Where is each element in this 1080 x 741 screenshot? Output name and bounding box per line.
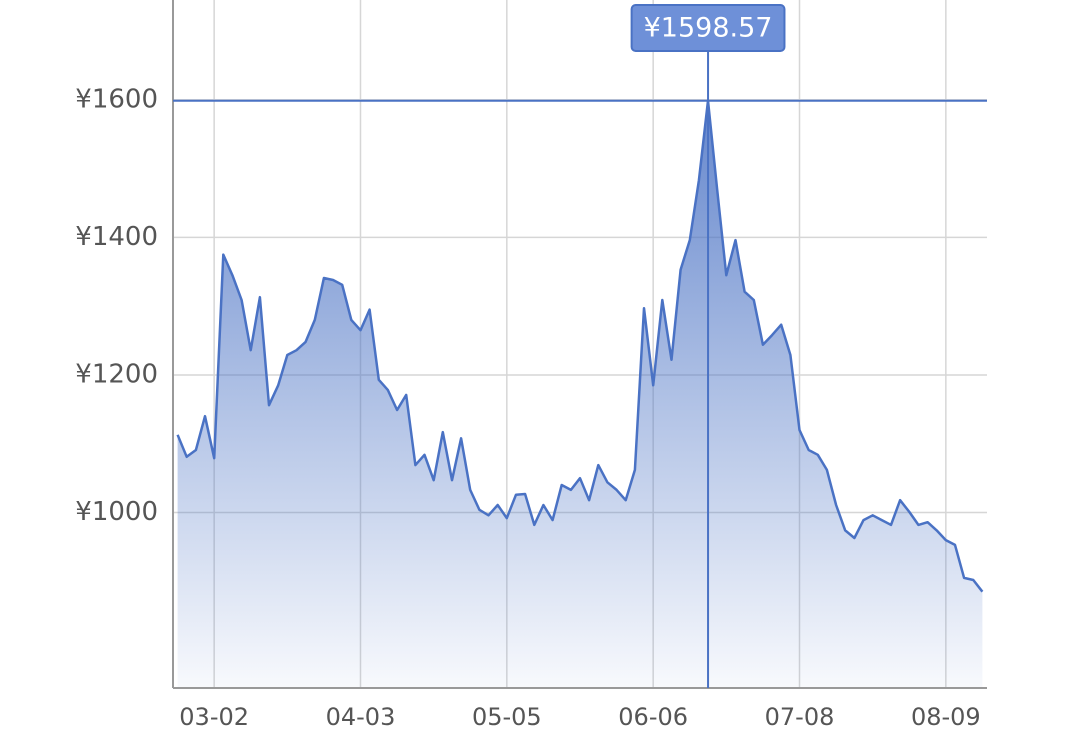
tooltip-layer: ¥1598.57: [173, 4, 987, 688]
y-tick-label: ¥1600: [75, 84, 158, 114]
tooltip-box: [630, 4, 786, 52]
x-tick-label: 05-05: [472, 703, 542, 731]
x-tick-label: 06-06: [618, 703, 688, 731]
area-fill: [177, 100, 983, 688]
y-tick-label: ¥1000: [75, 497, 158, 527]
x-tick-label: 07-08: [765, 703, 835, 731]
x-tick-label: 08-09: [911, 703, 981, 731]
y-tick-label: ¥1400: [75, 222, 158, 252]
x-tick-label: 03-02: [179, 703, 249, 731]
tooltip-label: ¥1598.57: [644, 13, 773, 44]
y-tick-label: ¥1200: [75, 359, 158, 389]
x-tick-label: 04-03: [326, 703, 396, 731]
plot: [176, 99, 984, 688]
price-line: [176, 99, 984, 593]
labels: ¥1000 ¥1200 ¥1400 ¥1600 03-02 04-03 05-05 06-06…: [75, 84, 980, 731]
